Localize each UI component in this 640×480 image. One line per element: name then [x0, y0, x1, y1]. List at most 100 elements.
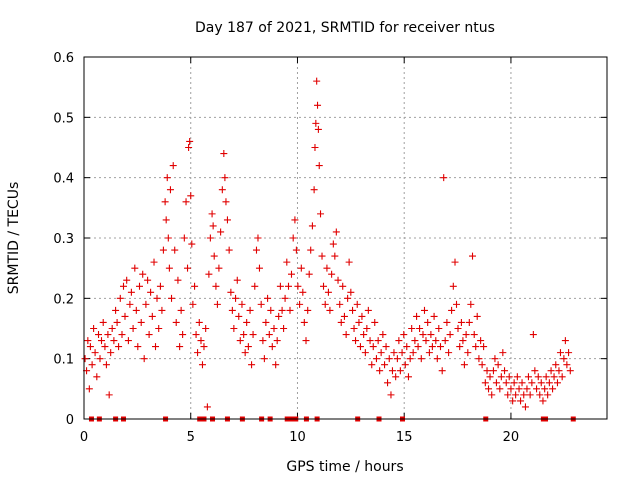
data-point — [188, 240, 196, 248]
data-point — [210, 252, 218, 260]
y-tick-label: 0.5 — [53, 111, 74, 126]
data-point — [547, 367, 555, 375]
data-point — [225, 246, 233, 254]
data-point — [492, 379, 500, 387]
data-point — [404, 373, 412, 381]
data-point — [465, 318, 473, 326]
data-point — [205, 270, 213, 278]
data-point — [163, 174, 171, 182]
data-point — [488, 391, 496, 399]
data-point — [95, 331, 103, 339]
data-point — [313, 77, 321, 85]
data-point — [230, 325, 238, 332]
data-point — [177, 306, 185, 314]
data-point — [145, 331, 153, 339]
data-point — [539, 397, 547, 405]
data-point — [218, 186, 226, 194]
data-point — [392, 373, 400, 381]
data-point — [159, 246, 167, 254]
data-point — [124, 337, 132, 345]
data-point — [104, 331, 112, 339]
y-tick-label: 0.2 — [53, 292, 74, 307]
x-tick-label: 0 — [80, 430, 88, 445]
data-point — [504, 391, 512, 399]
data-point — [366, 337, 374, 345]
data-point — [294, 282, 302, 290]
data-point — [550, 373, 558, 381]
data-point — [220, 150, 228, 158]
data-point — [85, 385, 93, 393]
data-point — [469, 252, 477, 260]
data-point — [358, 312, 366, 320]
data-point — [390, 349, 398, 357]
data-point — [396, 367, 404, 375]
data-point — [312, 119, 320, 127]
data-point — [158, 306, 166, 314]
data-point — [342, 331, 350, 339]
x-axis-label: GPS time / hours — [286, 459, 403, 475]
data-point — [556, 349, 564, 357]
data-point — [134, 343, 142, 351]
data-point — [257, 300, 265, 308]
y-tick-label: 0.4 — [53, 172, 74, 187]
data-point — [272, 361, 280, 369]
data-point — [432, 337, 440, 345]
y-axis-label: SRMTID / TECUs — [6, 182, 22, 295]
y-tick-label: 0 — [66, 413, 74, 428]
data-point — [215, 264, 223, 272]
data-point — [454, 325, 462, 332]
data-point — [299, 288, 307, 296]
data-point — [275, 312, 283, 320]
data-point — [184, 264, 192, 272]
data-point — [180, 234, 188, 242]
data-point — [228, 306, 236, 314]
data-point — [317, 210, 325, 218]
data-point — [379, 331, 387, 339]
data-point — [470, 331, 478, 339]
data-point — [276, 282, 284, 290]
data-point — [174, 276, 182, 284]
data-point — [291, 216, 299, 224]
data-point — [314, 125, 322, 133]
data-point — [486, 373, 494, 381]
data-point — [287, 270, 295, 278]
data-point — [478, 361, 486, 369]
data-point — [119, 282, 127, 290]
data-point — [515, 385, 523, 393]
data-point — [339, 282, 347, 290]
data-point — [438, 367, 446, 375]
data-point — [537, 379, 545, 387]
data-point — [209, 222, 217, 230]
data-point — [249, 331, 257, 339]
data-point — [558, 373, 566, 381]
data-point — [345, 258, 353, 266]
data-point — [289, 234, 297, 242]
data-point — [544, 391, 552, 399]
data-point — [382, 343, 390, 351]
data-point — [376, 367, 384, 375]
data-point — [248, 361, 256, 369]
data-point — [505, 373, 513, 381]
data-point — [101, 343, 109, 351]
data-point — [364, 306, 372, 314]
data-point — [81, 355, 89, 363]
data-point — [360, 331, 368, 339]
data-point — [419, 331, 427, 339]
data-point — [123, 276, 131, 284]
data-point — [296, 300, 304, 308]
data-point — [449, 282, 457, 290]
data-point — [323, 264, 331, 272]
data-layer — [81, 77, 576, 422]
data-point — [334, 276, 342, 284]
data-point — [283, 258, 291, 266]
data-point — [381, 361, 389, 369]
data-point — [385, 355, 393, 363]
data-point — [137, 318, 145, 326]
data-point — [315, 162, 323, 170]
data-point — [280, 325, 288, 332]
data-point — [462, 331, 470, 339]
data-point — [336, 300, 344, 308]
data-point — [387, 391, 395, 399]
data-point — [185, 144, 193, 151]
data-point — [244, 343, 252, 351]
